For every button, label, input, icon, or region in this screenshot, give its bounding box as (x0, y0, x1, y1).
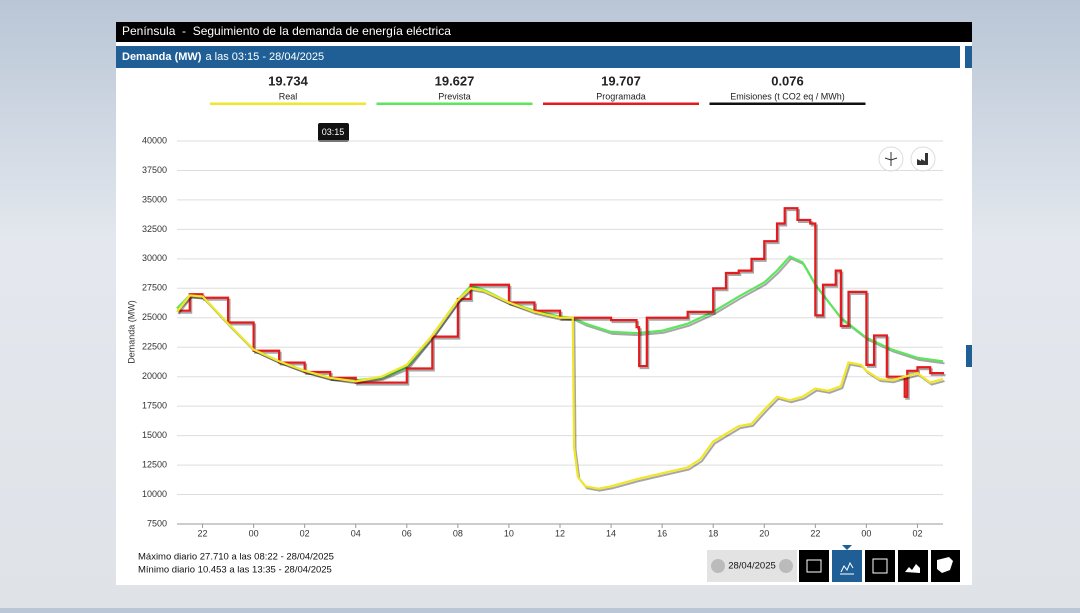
x-tick-label: 18 (708, 528, 718, 538)
wind-icon (884, 152, 898, 166)
summary-underline (210, 102, 366, 105)
summary-label: Programada (596, 91, 646, 101)
summary-underline (709, 102, 866, 105)
summary-value: 19.627 (435, 73, 475, 88)
x-tick-label: 02 (300, 528, 310, 538)
y-tick-label: 15000 (142, 430, 167, 440)
x-tick-label: 06 (402, 528, 412, 538)
x-tick-label: 22 (198, 528, 208, 538)
y-tick-label: 25000 (142, 312, 167, 322)
chart-icon (840, 561, 854, 575)
summary-underline (376, 102, 533, 105)
y-tick-label: 32500 (142, 224, 167, 234)
summary-value: 19.734 (268, 73, 309, 88)
x-tick-label: 02 (912, 528, 922, 538)
y-tick-label: 7500 (147, 518, 167, 528)
next-date[interactable] (779, 559, 793, 573)
subheader-time: a las 03:15 - 28/04/2025 (205, 51, 324, 63)
subheader: Demanda (MW) a las 03:15 - 28/04/2025 (122, 51, 324, 63)
chart-button[interactable] (832, 550, 862, 582)
y-tick-label: 40000 (142, 135, 167, 145)
table-icon (872, 558, 888, 574)
x-tick-label: 12 (555, 528, 565, 538)
header-bar (116, 22, 972, 42)
y-tick-label: 27500 (142, 283, 167, 293)
header-title: Península - Seguimiento de la demanda de… (122, 24, 451, 38)
series-line (176, 287, 944, 490)
series-shadow (177, 289, 945, 492)
summary-underline (543, 102, 699, 105)
map-icon (937, 557, 953, 573)
subheader-title: Demanda (MW) (122, 51, 202, 63)
subheader-bar (116, 46, 960, 68)
area-button[interactable] (898, 550, 928, 582)
x-tick-label: 00 (249, 528, 259, 538)
y-tick-label: 12500 (142, 459, 167, 469)
min-daily: Mínimo diario 10.453 a las 13:35 - 28/04… (138, 565, 332, 576)
table-button[interactable] (865, 550, 895, 582)
y-tick-label: 10000 (142, 489, 167, 499)
summary-label: Emisiones (t CO2 eq / MWh) (730, 91, 845, 101)
y-tick-label: 17500 (142, 401, 167, 411)
series-shadow (178, 209, 946, 400)
y-axis-label: Demanda (MW) (126, 300, 136, 364)
date: 28/04/2025 (728, 561, 776, 572)
x-tick-label: 20 (759, 528, 769, 538)
max-daily: Máximo diario 27.710 a las 08:22 - 28/04… (138, 552, 334, 563)
x-tick-label: 04 (351, 528, 361, 538)
area-icon (905, 564, 920, 573)
x-tick-label: 14 (606, 528, 616, 538)
side-tab (965, 46, 972, 68)
summary-value: 19.707 (601, 73, 641, 88)
panel (116, 22, 972, 585)
factory-icon (917, 153, 928, 165)
y-tick-label: 30000 (142, 253, 167, 263)
x-tick-label: 00 (861, 528, 871, 538)
y-tick-label: 20000 (142, 371, 167, 381)
series-line (177, 207, 945, 398)
calendar-icon (806, 559, 822, 573)
x-tick-label: 22 (810, 528, 820, 538)
x-tick-label: 10 (504, 528, 514, 538)
prev-date[interactable] (711, 559, 725, 573)
calendar-button[interactable] (799, 550, 829, 582)
tooltip-box (318, 123, 349, 142)
summary-label: Real (279, 91, 298, 101)
y-tick-label: 37500 (142, 165, 167, 175)
tooltip: 03:15 (322, 127, 345, 137)
side-tab (966, 345, 972, 367)
x-tick-label: 16 (657, 528, 667, 538)
y-tick-label: 35000 (142, 194, 167, 204)
active-arrow (842, 545, 852, 550)
y-tick-label: 22500 (142, 342, 167, 352)
summary-label: Prevista (438, 91, 471, 101)
summary-value: 0.076 (771, 73, 804, 88)
x-tick-label: 08 (453, 528, 463, 538)
factory-button[interactable] (910, 146, 936, 172)
